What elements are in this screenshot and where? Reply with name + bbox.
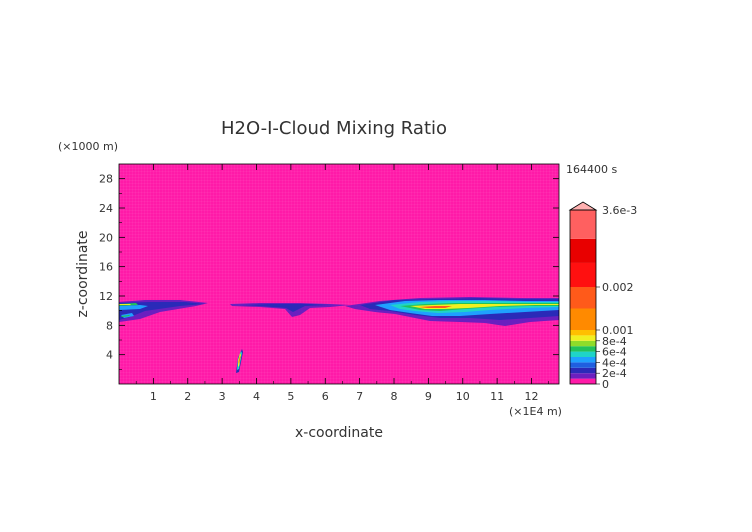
colorbar-band — [570, 238, 596, 263]
colorbar-band — [570, 287, 596, 309]
y-unit-label: (×1000 m) — [58, 140, 118, 153]
x-tick-label: 11 — [490, 390, 504, 403]
y-tick-label: 24 — [99, 202, 113, 215]
colorbar-label: 0.001 — [602, 324, 634, 337]
colorbar-band — [570, 378, 596, 384]
x-tick-label: 9 — [425, 390, 432, 403]
x-tick-label: 6 — [322, 390, 329, 403]
y-tick-label: 28 — [99, 173, 113, 186]
x-tick-label: 1 — [150, 390, 157, 403]
colorbar-band — [570, 262, 596, 287]
colorbar-label: 4e-4 — [602, 356, 627, 369]
x-tick-label: 12 — [525, 390, 539, 403]
x-tick-label: 2 — [184, 390, 191, 403]
x-tick-label: 3 — [219, 390, 226, 403]
colorbar-frame — [569, 209, 597, 385]
right-band-feature — [345, 297, 559, 326]
y-tick-label: 12 — [99, 290, 113, 303]
colorbar-band — [570, 357, 596, 363]
colorbar-band — [570, 308, 596, 330]
y-tick-label: 20 — [99, 231, 113, 244]
colorbar-extend-arrow — [568, 201, 598, 211]
colorbar-label: 2e-4 — [602, 367, 627, 380]
x-axis-label: x-coordinate — [295, 425, 383, 441]
colorbar-band — [570, 367, 596, 374]
y-tick-label: 4 — [106, 349, 113, 362]
colorbar-band — [570, 346, 596, 352]
y-axis-label: z-coordinate — [75, 230, 91, 317]
colorbar-band — [570, 335, 596, 341]
chart-title: H2O-I-Cloud Mixing Ratio — [221, 118, 447, 139]
x-tick-label: 7 — [356, 390, 363, 403]
y-axis: 4 8 12 16 20 24 28 — [99, 173, 559, 370]
colorbar-label: 6e-4 — [602, 346, 627, 359]
x-tick-label: 10 — [456, 390, 470, 403]
x-axis: 1 2 3 4 5 6 7 8 9 10 11 12 — [135, 164, 549, 403]
colorbar-band — [570, 373, 596, 379]
x-tick-label: 5 — [287, 390, 294, 403]
small-cell-feature — [236, 349, 243, 373]
colorbar-max-label: 3.6e-3 — [602, 204, 637, 217]
thin-band-feature — [230, 303, 350, 317]
colorbar-band — [570, 362, 596, 368]
time-label: 164400 s — [566, 163, 617, 176]
colorbar-band — [570, 330, 596, 336]
colorbar-label: 0 — [602, 378, 609, 391]
colorbar-band — [570, 340, 596, 347]
left-band-feature — [119, 300, 208, 322]
y-tick-label: 8 — [106, 319, 113, 332]
y-tick-label: 16 — [99, 261, 113, 274]
colorbar-label: 8e-4 — [602, 335, 627, 348]
x-unit-label: (×1E4 m) — [509, 405, 562, 418]
colorbar-band — [570, 351, 596, 357]
colorbar-label: 0.002 — [602, 281, 634, 294]
x-tick-label: 8 — [391, 390, 398, 403]
colorbar-band — [570, 210, 596, 239]
x-tick-label: 4 — [253, 390, 260, 403]
